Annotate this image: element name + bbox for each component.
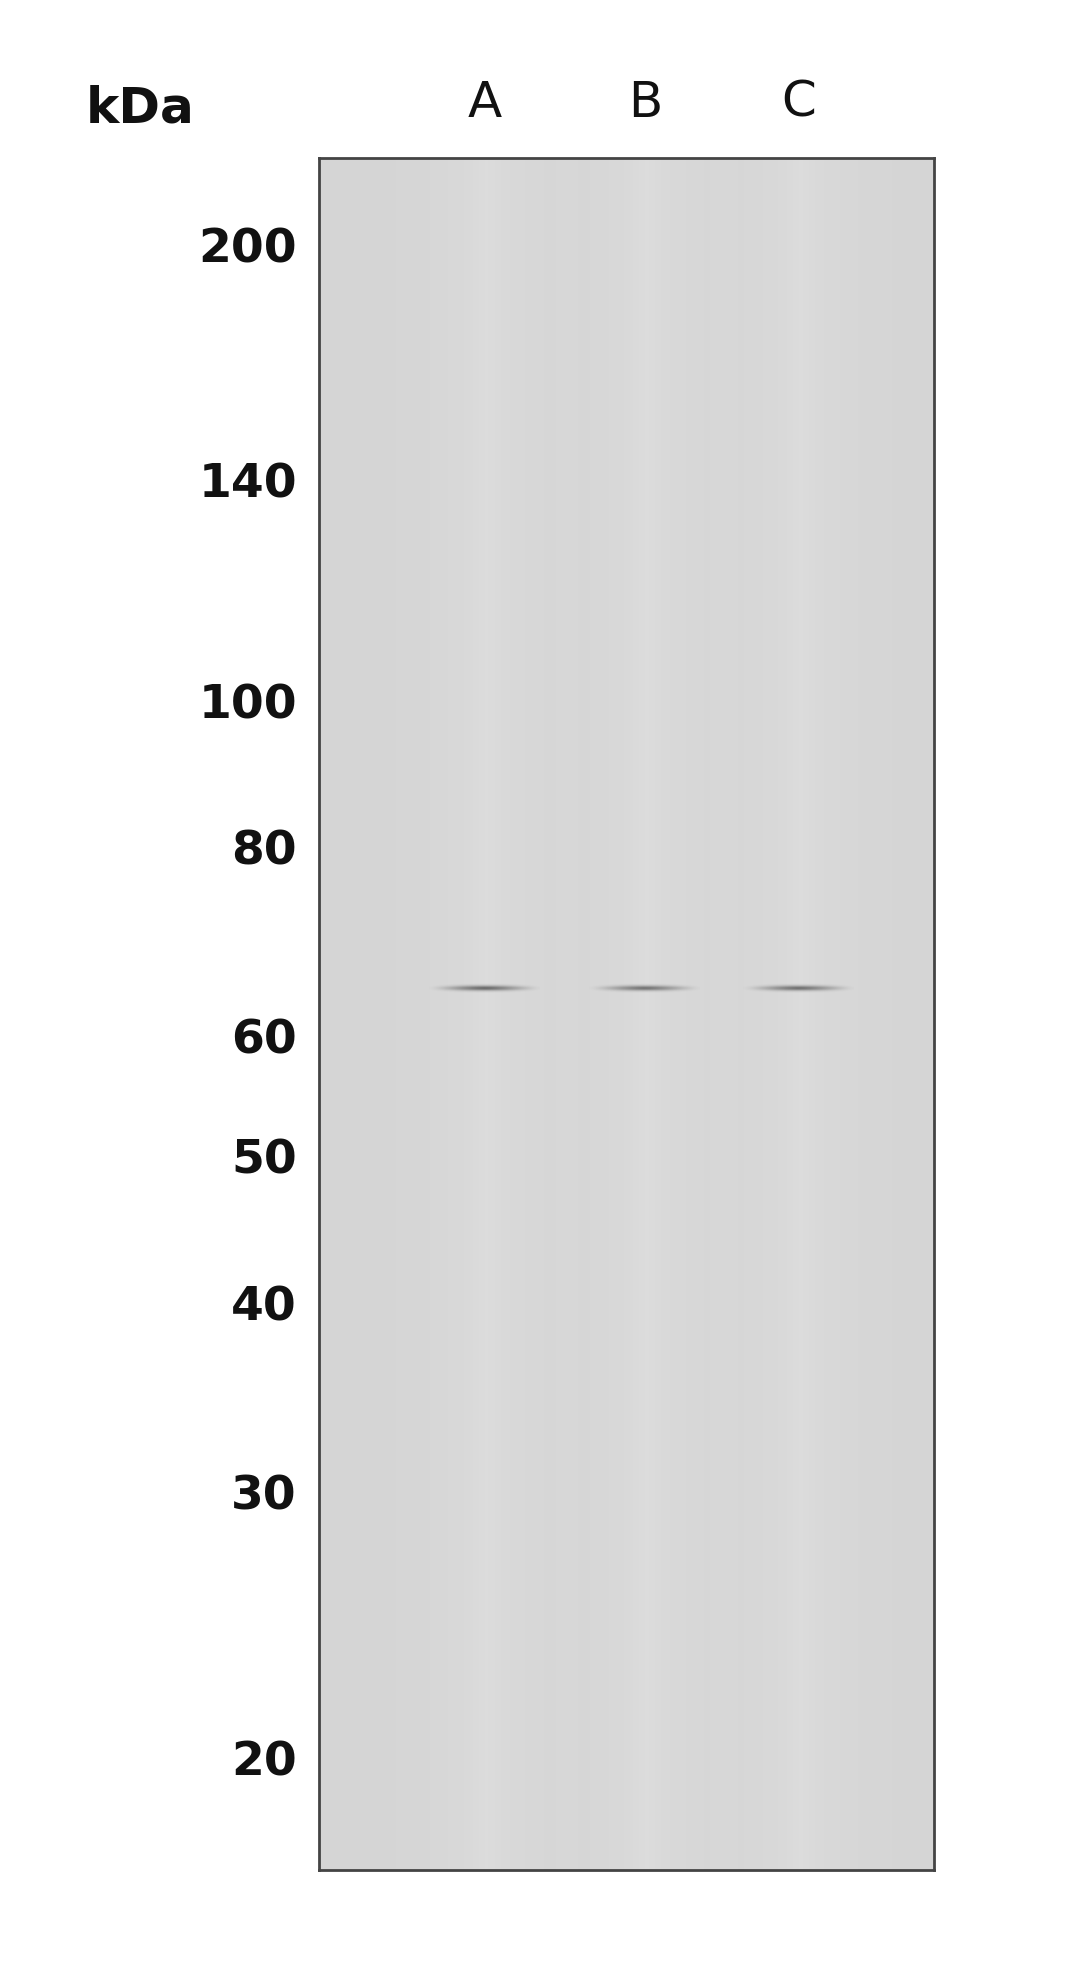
Text: B: B — [627, 79, 662, 127]
Text: 80: 80 — [231, 829, 297, 875]
Text: 200: 200 — [199, 228, 297, 273]
Text: kDa: kDa — [86, 85, 194, 133]
Text: 50: 50 — [231, 1138, 297, 1183]
Text: 60: 60 — [231, 1019, 297, 1065]
Text: 140: 140 — [199, 461, 297, 507]
Text: 20: 20 — [231, 1742, 297, 1785]
Text: 30: 30 — [231, 1474, 297, 1520]
Text: C: C — [781, 79, 816, 127]
Text: 40: 40 — [231, 1284, 297, 1330]
Text: A: A — [468, 79, 502, 127]
Text: 100: 100 — [199, 683, 297, 728]
